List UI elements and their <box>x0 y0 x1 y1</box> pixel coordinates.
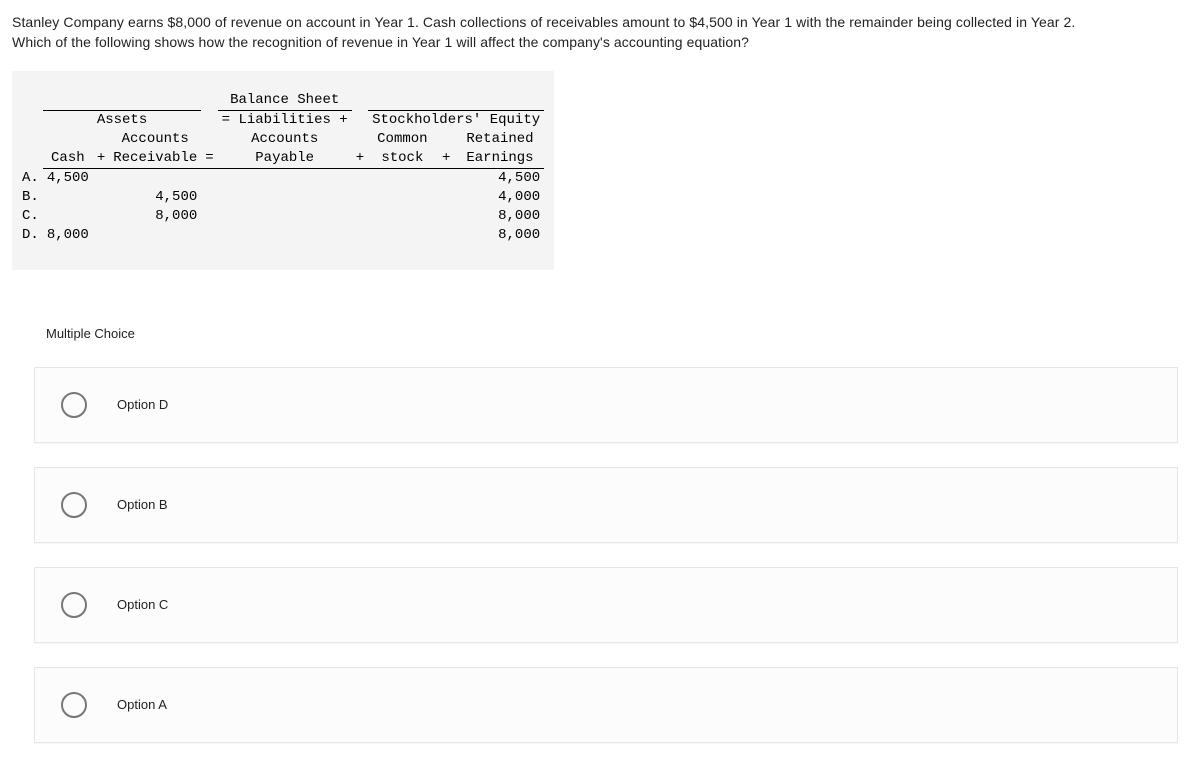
cell-ar <box>109 169 201 188</box>
radio-icon[interactable] <box>61 392 87 418</box>
option-row[interactable]: Option D <box>34 367 1178 443</box>
hdr-ap-top: Accounts <box>218 130 352 149</box>
cell-cs <box>368 207 437 226</box>
cell-ap <box>218 169 352 188</box>
row-label: D. <box>18 226 43 245</box>
hdr-ar-top: Accounts <box>109 130 201 149</box>
cell-cash: 8,000 <box>43 226 93 245</box>
radio-icon[interactable] <box>61 692 87 718</box>
cell-cs <box>368 188 437 207</box>
hdr-eq: = <box>201 149 217 168</box>
hdr-cash: Cash <box>43 149 93 168</box>
hdr-re-top: Retained <box>456 130 544 149</box>
row-label: B. <box>18 188 43 207</box>
option-label: Option C <box>117 597 168 612</box>
radio-icon[interactable] <box>61 492 87 518</box>
question-line-1: Stanley Company earns $8,000 of revenue … <box>12 14 1075 30</box>
hdr-plus3: + <box>437 149 456 168</box>
cell-ap <box>218 188 352 207</box>
hdr-eq-liab: = Liabilities + <box>218 111 352 130</box>
hdr-ap-bot: Payable <box>218 149 352 168</box>
multiple-choice-label: Multiple Choice <box>46 326 1188 341</box>
cell-cs <box>368 169 437 188</box>
hdr-ar-bot: Receivable <box>109 149 201 168</box>
cell-ar: 4,500 <box>109 188 201 207</box>
hdr-equity: Stockholders' Equity <box>368 111 544 130</box>
hdr-assets: Assets <box>43 111 201 130</box>
accounting-table: Balance Sheet Assets = Liabilities + Sto… <box>12 71 554 270</box>
question-line-2: Which of the following shows how the rec… <box>12 34 749 50</box>
radio-icon[interactable] <box>61 592 87 618</box>
hdr-plus2: + <box>352 149 368 168</box>
cell-ap <box>218 207 352 226</box>
row-label: C. <box>18 207 43 226</box>
cell-cash <box>43 207 93 226</box>
hdr-balance-sheet: Balance Sheet <box>218 91 352 110</box>
cell-cash: 4,500 <box>43 169 93 188</box>
cell-ar <box>109 226 201 245</box>
option-row[interactable]: Option C <box>34 567 1178 643</box>
option-label: Option B <box>117 497 168 512</box>
cell-ap <box>218 226 352 245</box>
option-label: Option D <box>117 397 168 412</box>
question-text: Stanley Company earns $8,000 of revenue … <box>12 12 1188 53</box>
cell-cash <box>43 188 93 207</box>
row-label: A. <box>18 169 43 188</box>
hdr-cs-top: Common <box>368 130 437 149</box>
option-label: Option A <box>117 697 167 712</box>
option-row[interactable]: Option A <box>34 667 1178 743</box>
cell-re: 4,500 <box>456 169 544 188</box>
cell-cs <box>368 226 437 245</box>
cell-ar: 8,000 <box>109 207 201 226</box>
cell-re: 8,000 <box>456 207 544 226</box>
hdr-cs-bot: stock <box>368 149 437 168</box>
hdr-plus1: + <box>93 149 109 168</box>
balance-sheet-table: Balance Sheet Assets = Liabilities + Sto… <box>18 91 544 244</box>
hdr-re-bot: Earnings <box>456 149 544 168</box>
cell-re: 4,000 <box>456 188 544 207</box>
options-list: Option D Option B Option C Option A <box>34 367 1178 743</box>
cell-re: 8,000 <box>456 226 544 245</box>
option-row[interactable]: Option B <box>34 467 1178 543</box>
